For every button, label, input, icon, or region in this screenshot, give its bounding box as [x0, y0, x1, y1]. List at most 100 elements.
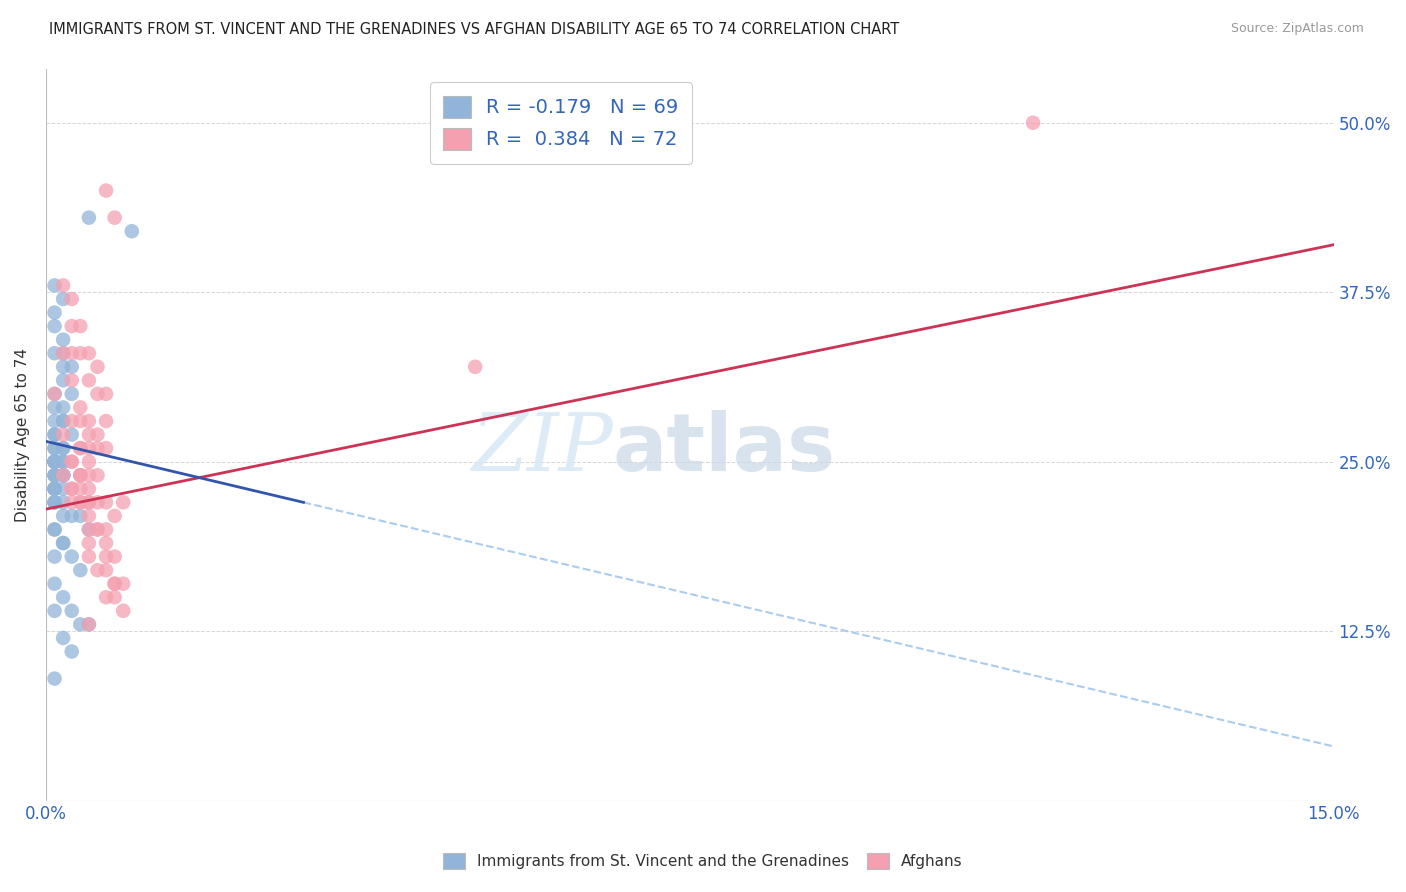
Point	[94, 414, 117, 428]
Point	[104, 576, 127, 591]
Point	[44, 401, 66, 415]
Point	[44, 387, 66, 401]
Point	[77, 523, 100, 537]
Point	[86, 387, 108, 401]
Point	[69, 508, 91, 523]
Point	[77, 495, 100, 509]
Point	[44, 455, 66, 469]
Point	[94, 184, 117, 198]
Point	[1022, 116, 1045, 130]
Point	[60, 508, 83, 523]
Point	[94, 536, 117, 550]
Point	[69, 319, 91, 334]
Point	[112, 495, 135, 509]
Point	[69, 563, 91, 577]
Point	[60, 387, 83, 401]
Point	[86, 441, 108, 455]
Point	[77, 346, 100, 360]
Point	[86, 495, 108, 509]
Point	[69, 346, 91, 360]
Point	[52, 468, 75, 483]
Point	[77, 536, 100, 550]
Point	[52, 468, 75, 483]
Point	[44, 346, 66, 360]
Point	[44, 495, 66, 509]
Point	[112, 576, 135, 591]
Point	[60, 644, 83, 658]
Point	[52, 414, 75, 428]
Text: Source: ZipAtlas.com: Source: ZipAtlas.com	[1230, 22, 1364, 36]
Point	[44, 455, 66, 469]
Point	[44, 672, 66, 686]
Point	[44, 482, 66, 496]
Point	[77, 468, 100, 483]
Point	[77, 414, 100, 428]
Point	[52, 278, 75, 293]
Point	[52, 346, 75, 360]
Point	[94, 591, 117, 605]
Point	[77, 455, 100, 469]
Point	[94, 387, 117, 401]
Point	[121, 224, 143, 238]
Point	[44, 468, 66, 483]
Point	[86, 359, 108, 374]
Point	[60, 427, 83, 442]
Point	[60, 482, 83, 496]
Point	[86, 427, 108, 442]
Point	[44, 604, 66, 618]
Point	[77, 211, 100, 225]
Point	[77, 617, 100, 632]
Point	[60, 359, 83, 374]
Point	[77, 495, 100, 509]
Point	[86, 523, 108, 537]
Point	[52, 401, 75, 415]
Point	[94, 563, 117, 577]
Point	[52, 373, 75, 387]
Point	[77, 427, 100, 442]
Point	[60, 292, 83, 306]
Point	[69, 401, 91, 415]
Point	[69, 495, 91, 509]
Point	[104, 576, 127, 591]
Point	[60, 495, 83, 509]
Point	[52, 292, 75, 306]
Point	[44, 387, 66, 401]
Point	[77, 508, 100, 523]
Point	[104, 211, 127, 225]
Point	[52, 508, 75, 523]
Point	[69, 468, 91, 483]
Point	[44, 468, 66, 483]
Point	[44, 455, 66, 469]
Point	[44, 441, 66, 455]
Point	[86, 563, 108, 577]
Legend: Immigrants from St. Vincent and the Grenadines, Afghans: Immigrants from St. Vincent and the Gren…	[437, 847, 969, 875]
Point	[104, 508, 127, 523]
Point	[52, 346, 75, 360]
Point	[52, 631, 75, 645]
Point	[44, 576, 66, 591]
Point	[44, 305, 66, 319]
Text: ZIP: ZIP	[471, 410, 613, 488]
Point	[77, 617, 100, 632]
Point	[86, 523, 108, 537]
Point	[44, 468, 66, 483]
Point	[94, 495, 117, 509]
Point	[52, 414, 75, 428]
Y-axis label: Disability Age 65 to 74: Disability Age 65 to 74	[15, 348, 30, 522]
Point	[52, 468, 75, 483]
Point	[44, 427, 66, 442]
Text: atlas: atlas	[613, 410, 835, 488]
Point	[44, 482, 66, 496]
Point	[77, 549, 100, 564]
Point	[52, 536, 75, 550]
Point	[52, 455, 75, 469]
Point	[52, 427, 75, 442]
Point	[69, 441, 91, 455]
Point	[44, 319, 66, 334]
Point	[52, 536, 75, 550]
Point	[52, 359, 75, 374]
Point	[464, 359, 486, 374]
Point	[86, 468, 108, 483]
Point	[94, 523, 117, 537]
Point	[44, 482, 66, 496]
